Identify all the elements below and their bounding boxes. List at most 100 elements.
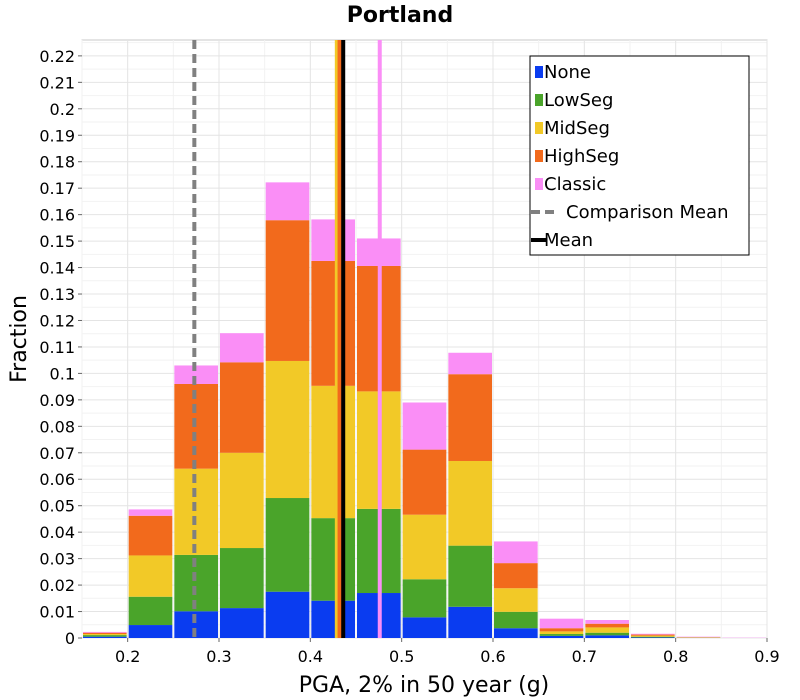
legend-swatch-classic (535, 178, 543, 190)
x-tick-label: 0.2 (115, 647, 140, 666)
legend-swatch-none (535, 66, 543, 78)
bar-classic-bin-8 (448, 352, 492, 375)
y-tick-label: 0.22 (39, 47, 75, 66)
legend-label: MidSeg (544, 118, 610, 139)
y-tick-label: 0.17 (39, 179, 75, 198)
y-tick-label: 0.1 (50, 364, 75, 383)
y-tick-label: 0.12 (39, 311, 75, 330)
legend: None LowSeg MidSeg HighSeg Classic Comparison… (529, 55, 750, 256)
legend-swatch-lowseg (535, 94, 543, 106)
legend-label: LowSeg (544, 90, 613, 111)
bar-classic-bin-0 (83, 631, 127, 633)
y-tick-label: 0.03 (39, 550, 75, 569)
bar-midseg-bin-11 (585, 627, 629, 633)
legend-label: Classic (544, 174, 606, 195)
y-tick-label: 0.04 (39, 523, 75, 542)
bar-midseg-bin-5 (311, 385, 355, 519)
bar-classic-bin-10 (539, 618, 584, 629)
bar-classic-bin-13 (676, 636, 721, 638)
chart-title: Portland (347, 3, 453, 28)
bar-lowseg-bin-9 (494, 611, 538, 629)
y-tick-label: 0.07 (39, 444, 75, 463)
bar-midseg-bin-7 (402, 514, 447, 580)
bar-classic-bin-1 (128, 509, 173, 516)
bar-lowseg-bin-4 (265, 498, 310, 592)
y-axis-label: Fraction (7, 295, 32, 383)
bar-stacks (83, 182, 766, 638)
bar-highseg-bin-10 (539, 628, 584, 632)
bar-midseg-bin-3 (220, 452, 264, 549)
y-tick-label: 0.18 (39, 153, 75, 172)
x-tick-label: 0.3 (206, 647, 231, 666)
bar-none-bin-5 (311, 600, 355, 638)
bar-lowseg-bin-7 (402, 579, 447, 618)
bar-classic-bin-4 (265, 182, 310, 221)
y-tick-label: 0.15 (39, 232, 75, 251)
x-tick-label: 0.4 (298, 647, 323, 666)
y-tick-label: 0.16 (39, 206, 75, 225)
bar-lowseg-bin-10 (539, 634, 584, 636)
bar-none-bin-0 (83, 636, 127, 638)
x-tick-label: 0.6 (480, 647, 505, 666)
legend-label: Comparison Mean (566, 202, 729, 223)
bar-none-bin-7 (402, 617, 447, 638)
y-tick-label: 0.06 (39, 470, 75, 489)
bar-midseg-bin-8 (448, 460, 492, 546)
bar-none-bin-12 (631, 637, 675, 638)
x-tick-label: 0.7 (572, 647, 597, 666)
bar-highseg-bin-7 (402, 449, 447, 515)
legend-label: Mean (544, 230, 593, 251)
bar-none-bin-9 (494, 628, 538, 638)
y-tick-label: 0.05 (39, 497, 75, 516)
bar-lowseg-bin-11 (585, 632, 629, 636)
bar-highseg-bin-9 (494, 563, 538, 589)
bar-midseg-bin-4 (265, 360, 310, 499)
bar-highseg-bin-12 (631, 634, 675, 636)
y-axis-ticks: 0 0.01 0.02 0.03 0.04 0.05 0.06 0.07 0.08 0.09 0.1… (39, 47, 82, 648)
y-tick-label: 0.11 (39, 338, 75, 357)
bar-none-bin-1 (128, 625, 173, 638)
x-axis-ticks: 0.2 0.3 0.4 0.5 0.6 0.7 0.8 0.9 (115, 638, 780, 666)
bar-midseg-bin-12 (631, 635, 675, 637)
bar-classic-bin-5 (311, 219, 355, 261)
legend-label: None (544, 62, 591, 83)
bar-classic-bin-3 (220, 333, 264, 363)
legend-label: HighSeg (544, 146, 619, 167)
bar-lowseg-bin-1 (128, 596, 173, 626)
y-tick-label: 0.08 (39, 417, 75, 436)
bar-highseg-bin-8 (448, 374, 492, 461)
bar-highseg-bin-11 (585, 623, 629, 628)
y-tick-label: 0.19 (39, 126, 75, 145)
bar-lowseg-bin-0 (83, 635, 127, 637)
x-tick-label: 0.5 (389, 647, 414, 666)
bar-classic-bin-9 (494, 541, 538, 564)
y-tick-label: 0.21 (39, 73, 75, 92)
x-tick-label: 0.9 (754, 647, 779, 666)
mean-lines (192, 40, 382, 638)
bar-midseg-bin-2 (174, 468, 218, 555)
y-tick-label: 0.02 (39, 576, 75, 595)
bar-none-bin-3 (220, 608, 264, 638)
legend-swatch-highseg (535, 150, 543, 162)
bar-midseg-bin-1 (128, 555, 173, 597)
bar-classic-bin-2 (174, 365, 218, 384)
y-tick-label: 0 (65, 629, 75, 648)
y-tick-label: 0.2 (50, 100, 75, 119)
bar-lowseg-bin-12 (631, 636, 675, 638)
legend-swatch-midseg (535, 122, 543, 134)
y-tick-label: 0.13 (39, 285, 75, 304)
x-tick-label: 0.8 (663, 647, 688, 666)
bar-lowseg-bin-5 (311, 518, 355, 601)
bar-none-bin-8 (448, 606, 492, 638)
bar-classic-bin-12 (631, 633, 675, 635)
bar-highseg-bin-1 (128, 515, 173, 556)
bar-none-bin-10 (539, 635, 584, 638)
bar-highseg-bin-4 (265, 220, 310, 361)
bar-highseg-bin-0 (83, 632, 127, 635)
bar-classic-bin-11 (585, 620, 629, 624)
bar-highseg-bin-3 (220, 362, 264, 453)
bar-none-bin-4 (265, 591, 310, 638)
bar-midseg-bin-9 (494, 588, 538, 612)
bar-midseg-bin-10 (539, 631, 584, 635)
bar-highseg-bin-5 (311, 260, 355, 386)
